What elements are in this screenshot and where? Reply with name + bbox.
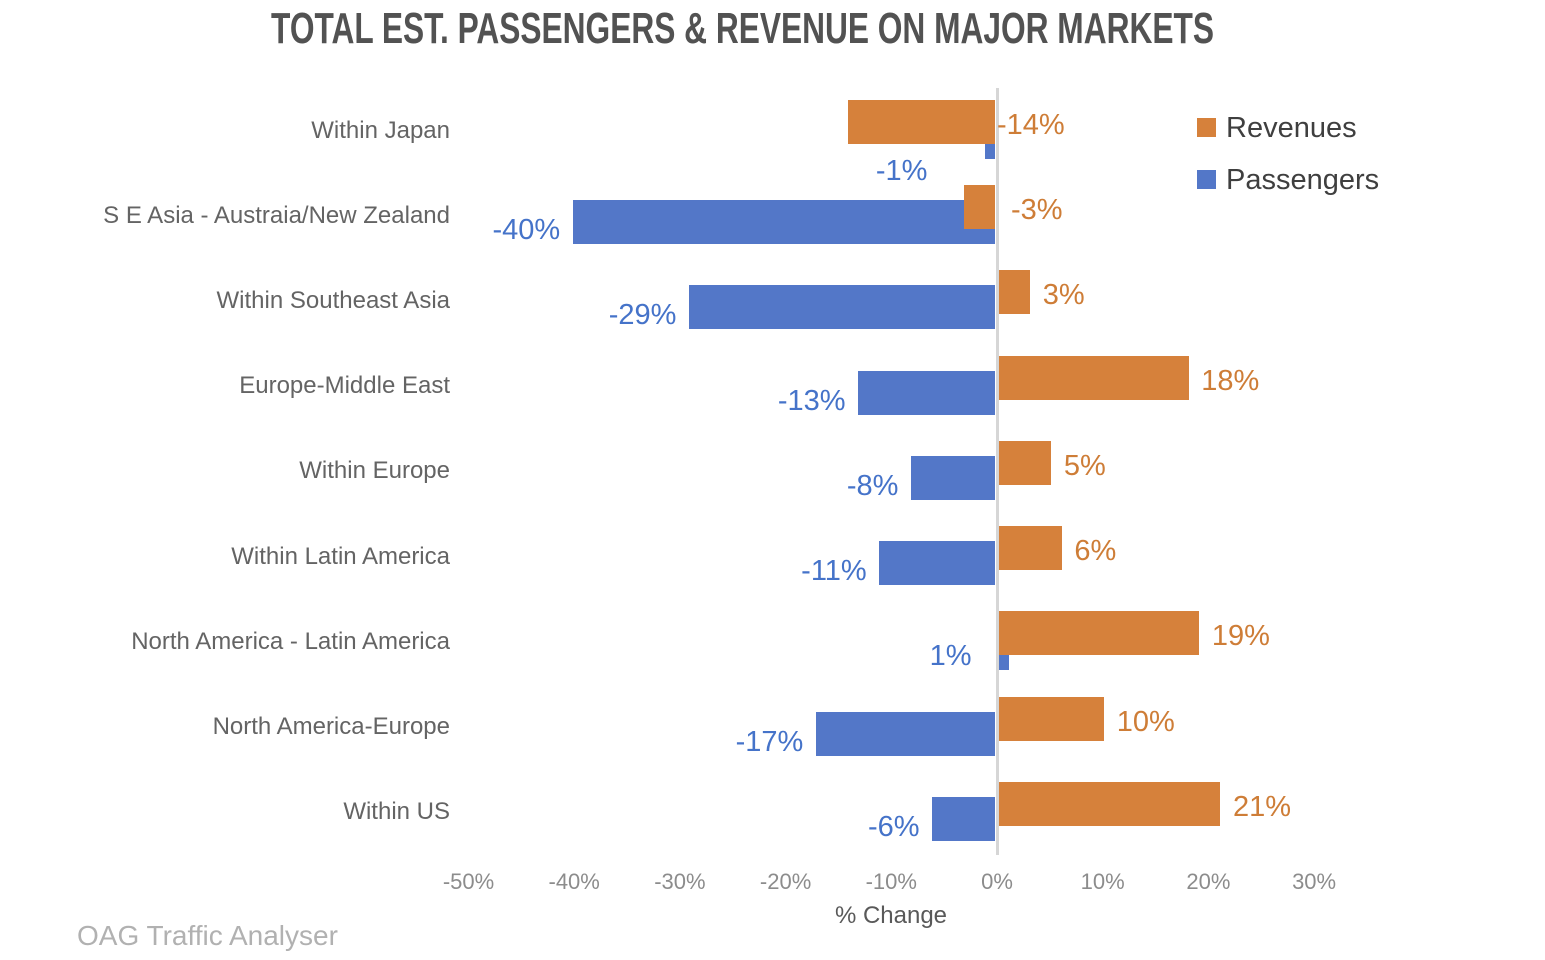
zero-axis-line: [995, 88, 999, 855]
bar-passengers-within-europe: [910, 455, 996, 500]
bar-revenues-within-latin-america: [998, 526, 1062, 571]
category-label-within-us: Within US: [343, 798, 450, 826]
data-label-passengers-within-europe: -8%: [846, 469, 899, 502]
data-label-revenues-s-e-asia-austraia-new-zealand: -3%: [1011, 194, 1063, 227]
data-label-passengers-north-america-europe: -17%: [735, 725, 804, 758]
bar-revenues-within-southeast-asia: [998, 270, 1031, 315]
data-label-passengers-s-e-asia-austraia-new-zealand: -40%: [492, 214, 561, 247]
chart-title: TOTAL EST. PASSENGERS & REVENUE ON MAJOR…: [271, 4, 1214, 53]
category-label-within-europe: Within Europe: [299, 457, 450, 485]
data-label-revenues-within-japan: -14%: [997, 109, 1065, 141]
category-label-north-america-europe: North America-Europe: [212, 713, 450, 741]
x-axis-title: % Change: [834, 902, 948, 929]
x-tick-label-10: -10%: [865, 869, 917, 894]
category-label-within-japan: Within Japan: [311, 116, 450, 144]
bar-revenues-within-japan: [847, 100, 996, 144]
source-note: OAG Traffic Analyser: [77, 920, 338, 951]
bar-passengers-europe-middle-east: [858, 370, 996, 415]
x-tick-label-40: -40%: [548, 869, 600, 894]
data-label-passengers-within-latin-america: -11%: [801, 555, 867, 588]
x-tick-label-20: 20%: [1186, 869, 1231, 894]
data-label-revenues-within-latin-america: 6%: [1074, 535, 1117, 568]
x-tick-label-50: -50%: [442, 869, 495, 894]
bar-revenues-north-america-europe: [998, 696, 1105, 741]
legend-swatch-revenues-icon: [1197, 118, 1216, 137]
category-label-north-america-latin-america: North America - Latin America: [131, 627, 450, 655]
bar-passengers-s-e-asia-austraia-new-zealand: [572, 200, 996, 245]
legend-swatch-passengers-icon: [1197, 170, 1216, 189]
legend-label-passengers: Passengers: [1226, 164, 1380, 196]
data-label-revenues-europe-middle-east: 18%: [1201, 364, 1260, 397]
data-label-passengers-within-us: -6%: [868, 810, 920, 843]
data-label-passengers-europe-middle-east: -13%: [777, 384, 846, 417]
data-label-passengers-within-japan: -1%: [875, 155, 928, 187]
category-label-within-latin-america: Within Latin America: [231, 542, 450, 570]
data-label-revenues-within-europe: 5%: [1063, 449, 1106, 482]
x-tick-label-10: 10%: [1080, 869, 1125, 894]
data-label-revenues-north-america-latin-america: 19%: [1211, 620, 1270, 653]
category-label-s-e-asia-austraia-new-zealand: S E Asia - Austraia/New Zealand: [103, 201, 450, 229]
data-label-revenues-within-us: 21%: [1232, 790, 1292, 823]
data-label-passengers-within-southeast-asia: -29%: [608, 299, 677, 332]
x-tick-label-0: 0%: [981, 869, 1013, 894]
bar-revenues-within-us: [998, 781, 1221, 826]
bar-revenues-s-e-asia-austraia-new-zealand: [963, 185, 996, 230]
bar-revenues-within-europe: [998, 440, 1052, 485]
data-label-passengers-north-america-latin-america: 1%: [929, 640, 972, 673]
x-tick-label-30: 30%: [1292, 869, 1337, 894]
bar-passengers-within-latin-america: [879, 541, 996, 586]
bar-passengers-within-us: [932, 796, 996, 841]
bar-revenues-north-america-latin-america: [998, 611, 1200, 656]
category-label-europe-middle-east: Europe-Middle East: [239, 372, 450, 400]
x-tick-label-30: -30%: [654, 869, 706, 894]
bar-revenues-europe-middle-east: [998, 355, 1189, 400]
data-label-revenues-within-southeast-asia: 3%: [1042, 279, 1085, 312]
bar-passengers-within-southeast-asia: [688, 285, 996, 330]
data-label-revenues-north-america-europe: 10%: [1116, 705, 1175, 738]
x-tick-label-20: -20%: [759, 869, 812, 894]
legend-label-revenues: Revenues: [1226, 112, 1357, 144]
bar-passengers-north-america-europe: [815, 711, 996, 756]
category-label-within-southeast-asia: Within Southeast Asia: [216, 287, 450, 315]
